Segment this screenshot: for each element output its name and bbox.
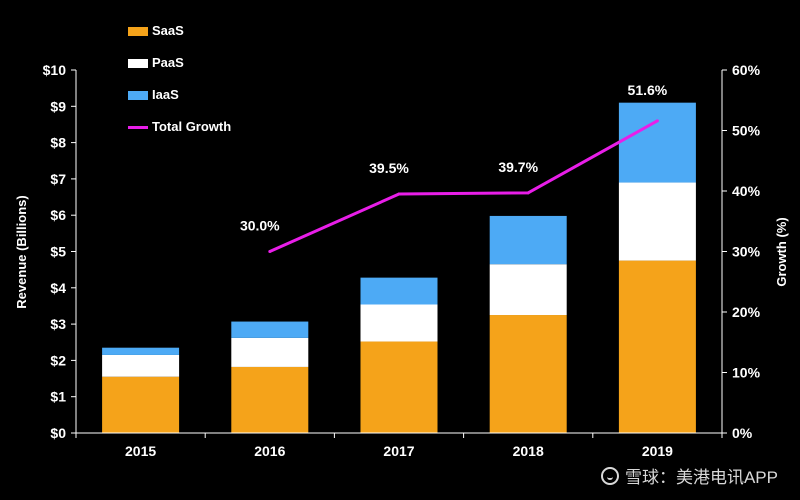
growth-line-group: 30.0% 39.5% 39.7% 51.6% xyxy=(240,82,668,253)
bar-saas xyxy=(231,366,309,433)
growth-data-label: 51.6% xyxy=(628,82,668,98)
growth-data-label: 30.0% xyxy=(240,218,280,234)
bar-paas xyxy=(231,337,309,367)
total-growth-point xyxy=(268,250,272,253)
y-tick-label: $10 xyxy=(43,62,67,78)
legend-swatch-total-growth xyxy=(128,126,148,129)
bar-saas xyxy=(360,341,438,433)
total-growth-point xyxy=(526,191,530,195)
y-tick-label: $1 xyxy=(50,389,66,405)
y2-tick-label: 20% xyxy=(732,304,761,320)
legend-swatch-paas xyxy=(128,59,148,68)
y-tick-label: $2 xyxy=(50,352,66,368)
y-tick-label: $8 xyxy=(50,135,66,151)
legend-label-total-growth: Total Growth xyxy=(152,119,232,134)
bar-iaas xyxy=(231,321,309,338)
y-tick-label: $6 xyxy=(50,207,66,223)
y-tick-label: $7 xyxy=(50,171,66,187)
y-tick-label: $4 xyxy=(50,280,66,296)
y-tick-label: $0 xyxy=(50,425,66,441)
y-tick-label: $5 xyxy=(50,244,66,260)
legend-label-saas: SaaS xyxy=(152,23,184,38)
bar-paas xyxy=(489,264,567,316)
x-axis: 2015 2016 2017 2018 2019 xyxy=(75,433,723,459)
growth-data-label: 39.5% xyxy=(369,160,409,176)
total-growth-point xyxy=(655,119,659,123)
watermark: 雪球：美港电讯APP xyxy=(600,463,778,488)
y-tick-label: $3 xyxy=(50,316,66,332)
y-axis-label: Revenue (Billions) xyxy=(14,195,29,308)
y2-tick-label: 0% xyxy=(732,425,753,441)
legend-label-iaas: IaaS xyxy=(152,87,179,102)
y2-tick-label: 30% xyxy=(732,244,761,260)
y2-tick-label: 60% xyxy=(732,62,761,78)
x-tick-label: 2017 xyxy=(383,443,414,459)
y2-tick-label: 40% xyxy=(732,183,761,199)
bar-iaas xyxy=(102,347,180,355)
x-tick-label: 2019 xyxy=(642,443,673,459)
bar-iaas xyxy=(360,277,438,305)
y2-tick-label: 10% xyxy=(732,365,761,381)
bar-iaas xyxy=(489,215,567,265)
bar-paas xyxy=(618,182,696,261)
y2-axis-label: Growth (%) xyxy=(774,217,789,286)
total-growth-point xyxy=(397,192,401,196)
bar-paas xyxy=(102,354,180,377)
x-tick-label: 2018 xyxy=(513,443,544,459)
y-axis-left: $0 $1 $2 $3 $4 $5 $6 $7 $8 $9 $10 Revenue (Billion… xyxy=(14,62,77,441)
bar-saas xyxy=(102,376,180,433)
bars xyxy=(102,102,696,433)
snowball-logo-icon xyxy=(600,466,619,485)
legend-swatch-iaas xyxy=(128,91,148,100)
y2-tick-label: 50% xyxy=(732,123,761,139)
bar-saas xyxy=(618,260,696,433)
bar-saas xyxy=(489,315,567,433)
legend-label-paas: PaaS xyxy=(152,55,184,70)
x-tick-label: 2015 xyxy=(125,443,156,459)
y-axis-right: 0% 10% 20% 30% 40% 50% 60% Growth (%) xyxy=(721,62,789,441)
y-tick-label: $9 xyxy=(50,98,66,114)
bar-iaas xyxy=(618,102,696,183)
total-growth-line xyxy=(269,119,659,253)
growth-data-label: 39.7% xyxy=(498,159,538,175)
x-tick-label: 2016 xyxy=(254,443,285,459)
watermark-text: 雪球：美港电讯APP xyxy=(624,468,778,487)
bar-paas xyxy=(360,304,438,342)
legend-swatch-saas xyxy=(128,27,148,36)
